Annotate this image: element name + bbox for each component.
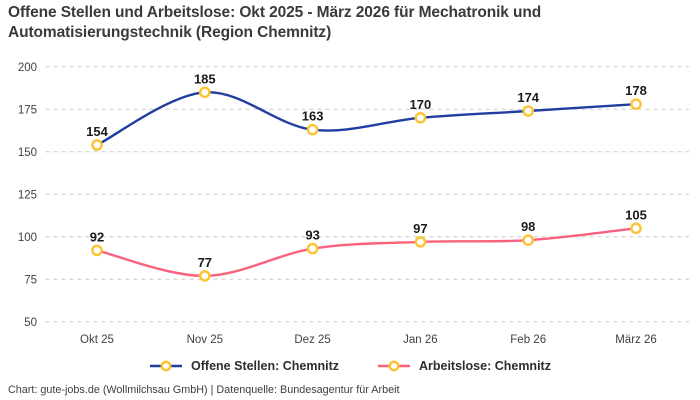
y-axis-tick-label: 50 bbox=[24, 317, 37, 329]
data-point-label: 97 bbox=[413, 221, 427, 236]
data-point-marker[interactable] bbox=[414, 112, 427, 124]
x-axis-tick-label: Nov 25 bbox=[187, 334, 223, 346]
data-point-label: 154 bbox=[86, 124, 108, 139]
line-chart-plot-area: 50 75 100 125 150 175 200 Okt 25 Nov 25 Dez 25 Jan… bbox=[18, 62, 689, 346]
data-point-marker[interactable] bbox=[414, 236, 427, 248]
series-line-symbol bbox=[377, 360, 410, 372]
series-line-0 bbox=[95, 91, 638, 147]
data-point-label: 178 bbox=[625, 83, 647, 98]
y-axis-tick-label: 125 bbox=[18, 189, 37, 201]
data-point-label: 98 bbox=[521, 219, 535, 234]
data-point-label: 163 bbox=[302, 109, 324, 124]
data-point-marker[interactable] bbox=[198, 270, 211, 282]
data-point-marker[interactable] bbox=[91, 244, 103, 257]
y-axis-tick-label: 100 bbox=[18, 232, 37, 244]
data-point-label: 170 bbox=[410, 97, 432, 112]
legend-item-arbeitslose[interactable]: Arbeitslose: Chemnitz bbox=[377, 359, 551, 373]
data-point-marker[interactable] bbox=[198, 86, 211, 99]
legend-marker-icon bbox=[160, 360, 172, 372]
x-axis-tick-label: März 26 bbox=[615, 334, 657, 346]
legend: Offene Stellen: Chemnitz Arbeitslose: Ch… bbox=[0, 359, 700, 373]
legend-marker-icon bbox=[388, 360, 400, 372]
data-point-label: 105 bbox=[625, 207, 647, 222]
data-point-marker[interactable] bbox=[91, 139, 103, 151]
legend-label: Arbeitslose: Chemnitz bbox=[418, 359, 551, 373]
data-point-marker[interactable] bbox=[522, 105, 535, 117]
chart-title-line1: Offene Stellen und Arbeitslose: Okt 2025… bbox=[8, 4, 542, 21]
chart-title-line2: Automatisierungstechnik (Region Chemnitz… bbox=[8, 23, 332, 41]
x-axis-tick-label: Dez 25 bbox=[294, 334, 330, 346]
x-axis-tick-label: Feb 26 bbox=[510, 334, 546, 346]
y-axis-tick-label: 200 bbox=[18, 62, 37, 74]
data-point-marker[interactable] bbox=[522, 234, 535, 246]
y-axis-tick-label: 150 bbox=[18, 147, 37, 159]
data-point-label: 77 bbox=[198, 255, 212, 270]
data-point-label: 92 bbox=[90, 229, 104, 244]
chart-title: Offene Stellen und Arbeitslose: Okt 2025… bbox=[8, 3, 648, 42]
data-point-label: 174 bbox=[517, 90, 539, 105]
attribution: Chart: gute-jobs.de (Wollmilchsau GmbH) … bbox=[8, 384, 400, 396]
data-point-marker[interactable] bbox=[630, 222, 642, 235]
data-point-label: 93 bbox=[305, 228, 319, 243]
data-point-label: 185 bbox=[194, 71, 216, 86]
data-point-marker[interactable] bbox=[306, 242, 319, 255]
series-line-1 bbox=[95, 227, 638, 278]
y-axis-tick-label: 75 bbox=[24, 274, 37, 286]
x-axis-tick-label: Jan 26 bbox=[403, 334, 438, 346]
data-point-marker[interactable] bbox=[630, 98, 642, 111]
x-axis-tick-label: Okt 25 bbox=[80, 334, 114, 346]
legend-item-offene-stellen[interactable]: Offene Stellen: Chemnitz bbox=[149, 359, 339, 373]
data-point-marker[interactable] bbox=[306, 123, 319, 136]
series-line-symbol bbox=[150, 360, 183, 372]
legend-label: Offene Stellen: Chemnitz bbox=[191, 359, 339, 373]
y-axis-tick-label: 175 bbox=[18, 104, 37, 116]
